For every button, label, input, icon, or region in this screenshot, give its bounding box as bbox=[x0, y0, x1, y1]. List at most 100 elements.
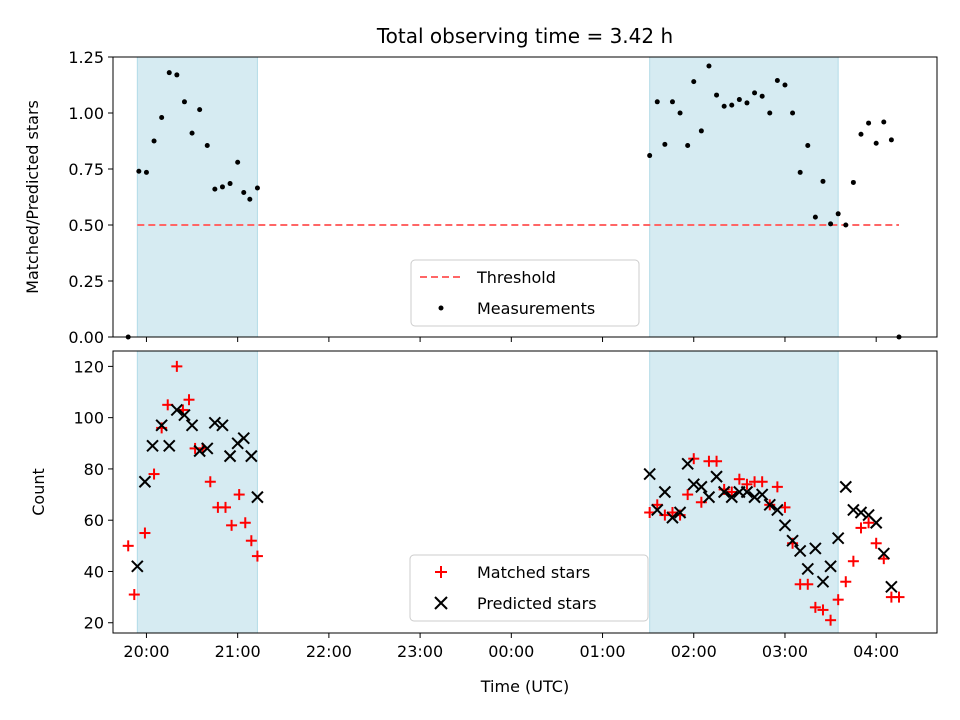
measurement-point bbox=[790, 110, 796, 116]
predicted-star-point bbox=[237, 431, 250, 445]
predicted-star-point bbox=[673, 506, 687, 519]
predicted-star-marker-b bbox=[748, 490, 761, 504]
predicted-star-point bbox=[839, 480, 852, 494]
shaded-region-1 bbox=[136, 56, 258, 338]
predicted-star-point bbox=[778, 519, 792, 532]
bottom-y-tick-label: 60 bbox=[84, 511, 104, 530]
predicted-star-marker-b bbox=[170, 403, 184, 417]
matched-star-point bbox=[741, 478, 753, 490]
matched-star-point bbox=[239, 517, 251, 529]
measurement-point bbox=[254, 185, 260, 191]
measurement-point bbox=[174, 72, 180, 78]
matched-star-point bbox=[870, 537, 882, 549]
measurement-point bbox=[219, 184, 225, 190]
matched-star-point bbox=[726, 486, 738, 498]
predicted-star-marker-b bbox=[681, 457, 694, 471]
predicted-star-marker-b bbox=[717, 485, 731, 499]
predicted-star-marker-b bbox=[245, 449, 258, 463]
measurement-point bbox=[159, 114, 165, 120]
predicted-star-marker-b bbox=[651, 503, 664, 517]
matched-star-point bbox=[847, 555, 859, 567]
predicted-star-marker-b bbox=[801, 562, 814, 576]
predicted-star-point bbox=[185, 419, 199, 432]
x-tick-label: 03:00 bbox=[762, 642, 808, 661]
predicted-star-marker-b bbox=[839, 480, 852, 494]
predicted-star-point bbox=[643, 467, 656, 481]
predicted-star-point bbox=[786, 534, 799, 547]
predicted-star-point bbox=[755, 488, 769, 501]
matched-stars-points bbox=[122, 360, 905, 626]
measurement-point bbox=[706, 63, 712, 69]
predicted-star-marker-b bbox=[725, 490, 738, 504]
predicted-star-marker-b bbox=[185, 419, 199, 432]
x-tick-label: 00:00 bbox=[488, 642, 534, 661]
predicted-star-point bbox=[869, 516, 883, 529]
matched-star-point bbox=[148, 468, 160, 480]
predicted-star-point bbox=[193, 444, 206, 458]
predicted-star-marker-b bbox=[877, 547, 890, 560]
measurement-point bbox=[782, 82, 788, 88]
measurement-point bbox=[677, 110, 683, 116]
matched-star-point bbox=[666, 507, 678, 519]
matched-star-point bbox=[832, 594, 844, 606]
x-tick-label: 21:00 bbox=[215, 642, 261, 661]
matched-star-point bbox=[840, 576, 852, 588]
predicted-star-point bbox=[725, 490, 738, 504]
matched-star-point bbox=[688, 453, 700, 465]
measurement-point bbox=[247, 196, 253, 202]
bottom-axes-frame bbox=[112, 350, 938, 634]
matched-star-point bbox=[245, 535, 257, 547]
predicted-star-point bbox=[146, 439, 159, 453]
predicted-star-point bbox=[877, 547, 890, 560]
x-axis-label: Time (UTC) bbox=[480, 677, 569, 696]
measurement-point bbox=[752, 90, 758, 96]
predicted-star-point bbox=[748, 490, 761, 504]
top-y-tick-label: 0.50 bbox=[68, 216, 104, 235]
measurement-point bbox=[241, 190, 247, 196]
bottom-y-axis-label: Count bbox=[29, 468, 48, 516]
measurement-point bbox=[197, 107, 203, 113]
measurement-point bbox=[662, 141, 668, 147]
predicted-star-point bbox=[155, 419, 168, 432]
measurement-point bbox=[858, 131, 864, 137]
matched-star-point bbox=[756, 476, 768, 488]
predicted-star-marker-b bbox=[208, 416, 222, 429]
predicted-star-point bbox=[801, 562, 814, 576]
matched-legend-label: Matched stars bbox=[477, 563, 590, 582]
measurement-point bbox=[685, 142, 691, 148]
predicted-star-point bbox=[178, 408, 191, 422]
predicted-star-point bbox=[138, 475, 152, 488]
bottom-panel: 20 40 60 80 100 120 20:00 21:00 22:00 23:00 00:00… bbox=[29, 350, 938, 696]
measurement-point bbox=[227, 181, 233, 187]
matched-star-point bbox=[825, 614, 837, 626]
x-tick-label: 23:00 bbox=[397, 642, 443, 661]
matched-star-point bbox=[682, 489, 694, 501]
bottom-y-tick-label: 100 bbox=[73, 409, 104, 428]
predicted-star-point bbox=[666, 511, 679, 524]
measurements-legend-label: Measurements bbox=[477, 299, 595, 318]
matched-star-point bbox=[771, 481, 783, 493]
top-legend-box bbox=[410, 259, 640, 327]
measurement-point bbox=[744, 100, 750, 106]
x-tick-label: 20:00 bbox=[123, 642, 169, 661]
measurement-point bbox=[721, 103, 727, 109]
predicted-star-point bbox=[216, 419, 229, 432]
predicted-star-marker-b bbox=[673, 506, 687, 519]
predicted-star-point bbox=[816, 575, 830, 588]
measurement-point bbox=[143, 169, 149, 175]
predicted-star-point bbox=[170, 403, 184, 417]
measurement-point bbox=[820, 178, 826, 184]
predicted-star-point bbox=[695, 480, 708, 494]
predicted-star-marker-b bbox=[862, 508, 875, 522]
bottom-legend: Matched stars Predicted stars bbox=[409, 554, 649, 622]
top-y-tick-label: 0.25 bbox=[68, 272, 104, 291]
measurement-point bbox=[729, 102, 735, 108]
predicted-star-point bbox=[131, 560, 144, 573]
top-y-axis-label: Matched/Predicted stars bbox=[23, 100, 42, 294]
shaded-region-1 bbox=[136, 350, 258, 634]
measurement-point bbox=[136, 168, 142, 174]
predicted-star-marker-b bbox=[687, 478, 700, 491]
predicted-star-marker-b bbox=[178, 408, 191, 422]
matched-star-point bbox=[802, 578, 814, 590]
predicted-star-marker-b bbox=[216, 419, 229, 432]
